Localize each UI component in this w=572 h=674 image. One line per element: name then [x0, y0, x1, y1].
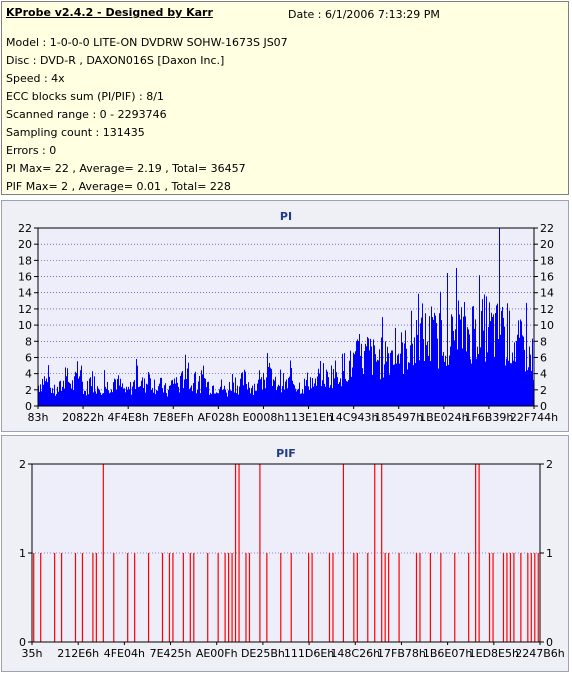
pi-y-tick-left: 4	[25, 368, 32, 381]
pif-y-tick-right: 2	[546, 458, 553, 471]
pi-y-tick-right: 14	[540, 287, 554, 300]
pi-x-tick-label: 1F6B39h	[464, 411, 513, 424]
pif-y-tick-left: 0	[19, 636, 26, 649]
pif-x-tick-label: 2247B6h	[515, 647, 565, 660]
pi-chart-panel: PI 0 0 2 2 4 4 6 6 8 8 10 10 12 12 14 14 16 16 18 18 20 20 22 22…	[1, 200, 569, 432]
pif-y-tick-left: 2	[19, 458, 26, 471]
pi-y-tick-right: 2	[540, 384, 547, 397]
pif-x-tick-label: 35h	[22, 647, 43, 660]
pi-x-tick-label: 113E1Eh	[284, 411, 333, 424]
pi-y-tick-right: 8	[540, 335, 547, 348]
pif-chart-panel: PIF 0 0 1 1 2 2 35h 212E6h 4FE04h 7E425h AE00Fh DE25…	[1, 435, 569, 672]
pi-bars	[38, 228, 534, 406]
pi-y-tick-left: 18	[18, 254, 32, 267]
disc-info-panel: KProbe v2.4.2 - Designed by Karr Date : …	[1, 1, 569, 195]
pif-x-tick-label: 17FB78h	[377, 647, 426, 660]
pi-y-tick-left: 8	[25, 335, 32, 348]
pi-x-tick-label: 185497h	[374, 411, 423, 424]
app-title: KProbe v2.4.2 - Designed by Karr	[6, 6, 213, 19]
pi-x-tick-label: 7E8EFh	[153, 411, 194, 424]
pi-y-tick-right: 16	[540, 271, 554, 284]
pi-y-tick-right: 6	[540, 351, 547, 364]
errors-line: Errors : 0	[6, 144, 57, 157]
pif-x-tick-label: 1B6E07h	[423, 647, 472, 660]
pi-y-tick-right: 10	[540, 319, 554, 332]
pi-y-tick-left: 6	[25, 351, 32, 364]
pif-bars	[33, 464, 539, 642]
pi-y-tick-left: 16	[18, 271, 32, 284]
pi-summary-line: PI Max= 22 , Average= 2.19 , Total= 3645…	[6, 162, 246, 175]
sampling-count-line: Sampling count : 131435	[6, 126, 145, 139]
pi-x-tick-label: 20822h	[62, 411, 104, 424]
pi-chart-title: PI	[280, 210, 292, 223]
pi-y-tick-left: 12	[18, 303, 32, 316]
pi-y-tick-right: 12	[540, 303, 554, 316]
pif-x-tick-label: 212E6h	[57, 647, 99, 660]
scan-date: Date : 6/1/2006 7:13:29 PM	[288, 8, 440, 21]
pi-y-tick-right: 4	[540, 368, 547, 381]
pif-plot-area	[31, 463, 541, 643]
pi-x-tick-label: AF028h	[197, 411, 239, 424]
pi-y-tick-left: 2	[25, 384, 32, 397]
pif-y-tick-right: 0	[546, 636, 553, 649]
pif-x-tick-label: 1ED8E5h	[469, 647, 519, 660]
model-line: Model : 1-0-0-0 LITE-ON DVDRW SOHW-1673S…	[6, 36, 288, 49]
pif-chart-title: PIF	[276, 447, 296, 460]
pif-x-tick-label: 111D6Eh	[284, 647, 334, 660]
pi-y-tick-right: 22	[540, 222, 554, 235]
pi-y-tick-left: 22	[18, 222, 32, 235]
pi-x-tick-label: 83h	[28, 411, 49, 424]
pif-x-tick-label: 148C26h	[330, 647, 380, 660]
pi-y-tick-right: 18	[540, 254, 554, 267]
pi-x-tick-label: 4F4E8h	[108, 411, 149, 424]
pif-plot-border	[31, 463, 541, 643]
pi-x-tick-label: 1BE024h	[419, 411, 468, 424]
pif-summary-line: PIF Max= 2 , Average= 0.01 , Total= 228	[6, 180, 231, 193]
speed-line: Speed : 4x	[6, 72, 65, 85]
pi-y-tick-right: 0	[540, 400, 547, 413]
pif-x-tick-label: AE00Fh	[196, 647, 238, 660]
pi-x-tick-label: E0008h	[242, 411, 284, 424]
pif-y-tick-left: 1	[19, 547, 26, 560]
pi-y-tick-left: 20	[18, 238, 32, 251]
pif-y-tick-right: 1	[546, 547, 553, 560]
pif-x-tick-label: 4FE04h	[104, 647, 145, 660]
pif-x-tick-label: 7E425h	[150, 647, 192, 660]
pi-y-tick-left: 14	[18, 287, 32, 300]
pi-plot-border	[37, 227, 535, 407]
pif-chart: PIF 0 0 1 1 2 2 35h 212E6h 4FE04h 7E425h AE00Fh DE25…	[19, 447, 565, 660]
pi-y-tick-left: 10	[18, 319, 32, 332]
pi-y-tick-left: 0	[25, 400, 32, 413]
pi-x-tick-label: 22F744h	[510, 411, 558, 424]
pi-x-tick-label: 14C943h	[329, 411, 379, 424]
pi-y-tick-right: 20	[540, 238, 554, 251]
disc-line: Disc : DVD-R , DAXON016S [Daxon Inc.]	[6, 54, 225, 67]
pif-x-tick-label: DE25Bh	[241, 647, 285, 660]
ecc-blocks-line: ECC blocks sum (PI/PIF) : 8/1	[6, 90, 164, 103]
scanned-range-line: Scanned range : 0 - 2293746	[6, 108, 167, 121]
